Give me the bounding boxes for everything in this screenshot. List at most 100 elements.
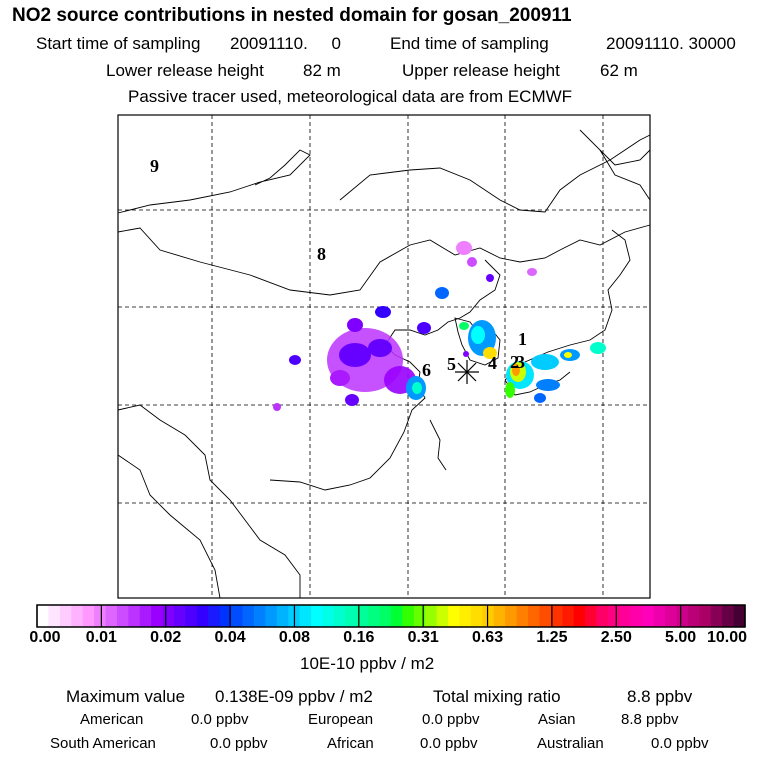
colorbar-swatch xyxy=(402,605,415,627)
colorbar-swatch xyxy=(493,605,506,627)
plume-cell xyxy=(375,306,391,318)
coastline xyxy=(579,129,651,201)
plume-cell xyxy=(564,352,572,358)
colorbar-swatch xyxy=(413,605,426,627)
colorbar-swatch xyxy=(550,605,563,627)
colorbar-swatch xyxy=(482,605,495,627)
region-label-2: 2 xyxy=(510,352,519,372)
colorbar-swatch xyxy=(94,605,107,627)
plume-cell xyxy=(417,322,431,334)
chart-title: NO2 source contributions in nested domai… xyxy=(12,5,572,26)
region-label-8: 8 xyxy=(317,244,326,264)
colorbar-tick-label: 5.00 xyxy=(665,629,697,646)
colorbar-tick-label: 0.31 xyxy=(407,629,439,646)
end-time-label: End time of sampling xyxy=(390,34,549,53)
colorbar-swatch xyxy=(253,605,266,627)
colorbar-tick-label: 10.00 xyxy=(706,629,748,646)
plume-cell xyxy=(435,287,449,299)
colorbar-swatch xyxy=(311,605,324,627)
african-label: African xyxy=(327,735,374,752)
upper-height-label: Upper release height xyxy=(402,61,560,80)
receptor-marker xyxy=(455,360,479,384)
plume-cell xyxy=(273,403,281,411)
border-line xyxy=(117,149,311,214)
region-label-1: 1 xyxy=(518,329,527,349)
start-time-label: Start time of sampling xyxy=(36,34,201,53)
total-mixing-ratio-label: Total mixing ratio xyxy=(433,687,561,706)
colorbar-swatch xyxy=(630,605,643,627)
region-label-5: 5 xyxy=(447,354,456,374)
plume-cell xyxy=(483,347,497,359)
plume-cell xyxy=(456,241,472,255)
colorbar-swatch xyxy=(151,605,164,627)
american-label: American xyxy=(80,711,144,728)
region-label-6: 6 xyxy=(422,360,431,380)
colorbar-swatch xyxy=(722,605,735,627)
colorbar-swatch xyxy=(470,605,483,627)
border-line xyxy=(117,454,221,599)
colorbar-swatch xyxy=(391,605,404,627)
colorbar-swatch xyxy=(128,605,141,627)
european-value: 0.0 ppbv xyxy=(422,711,480,728)
plume-cell xyxy=(339,343,371,367)
plume-cell xyxy=(486,274,494,282)
colorbar-swatch xyxy=(425,605,438,627)
border-line xyxy=(117,224,651,296)
colorbar-swatch xyxy=(71,605,84,627)
american-value: 0.0 ppbv xyxy=(191,711,249,728)
south-american-value: 0.0 ppbv xyxy=(210,735,268,752)
colorbar-swatch xyxy=(139,605,152,627)
colorbar-swatch xyxy=(208,605,221,627)
colorbar-swatch xyxy=(299,605,312,627)
colorbar-swatch xyxy=(242,605,255,627)
colorbar-swatch xyxy=(333,605,346,627)
colorbar-swatch xyxy=(37,605,50,627)
australian-value: 0.0 ppbv xyxy=(651,735,709,752)
lower-height-value: 82 m xyxy=(303,61,341,80)
colorbar-swatch xyxy=(653,605,666,627)
colorbar-swatch xyxy=(676,605,689,627)
upper-height-value: 62 m xyxy=(600,61,638,80)
plume-cell xyxy=(590,342,606,354)
coastline xyxy=(599,149,651,166)
colorbar-swatch xyxy=(596,605,609,627)
plume-cell xyxy=(505,382,515,398)
colorbar-tick-label: 0.04 xyxy=(214,629,246,646)
plume-cell xyxy=(459,322,469,330)
total-mixing-ratio-value: 8.8 ppbv xyxy=(627,687,693,706)
colorbar-tick-label: 0.01 xyxy=(85,629,117,646)
chart-subtitle: Passive tracer used, meteorological data… xyxy=(128,87,573,106)
plume-cell xyxy=(345,394,359,406)
plume-cell xyxy=(289,355,301,365)
colorbar-swatch xyxy=(59,605,72,627)
colorbar-swatch xyxy=(585,605,598,627)
colorbar-swatch xyxy=(322,605,335,627)
colorbar-tick-label: 0.02 xyxy=(150,629,182,646)
concentration-field xyxy=(273,241,606,411)
australian-label: Australian xyxy=(537,735,604,752)
region-labels: 9 8 1 234 56 xyxy=(150,156,527,380)
colorbar-swatch xyxy=(699,605,712,627)
colorbar-swatch xyxy=(539,605,552,627)
colorbar-swatch xyxy=(528,605,541,627)
colorbar-swatch xyxy=(345,605,358,627)
colorbar-swatch xyxy=(516,605,529,627)
colorbar-swatch xyxy=(174,605,187,627)
coastline-japan xyxy=(504,229,631,381)
colorbar-swatch xyxy=(48,605,61,627)
colorbar-swatch xyxy=(505,605,518,627)
maximum-value-label: Maximum value xyxy=(66,687,186,706)
plume-cell xyxy=(527,268,537,276)
plume-cell xyxy=(512,364,520,376)
colorbar-tick-label: 0.63 xyxy=(471,629,504,646)
asian-label: Asian xyxy=(538,711,576,728)
maximum-value: 0.138E-09 ppbv / m2 xyxy=(215,687,373,706)
european-label: European xyxy=(308,711,374,728)
colorbar-swatch xyxy=(436,605,449,627)
plume-cell xyxy=(536,379,560,391)
colorbar-swatch xyxy=(356,605,369,627)
asian-value: 8.8 ppbv xyxy=(621,711,679,728)
plume-cell xyxy=(467,257,477,267)
colorbar-swatch xyxy=(710,605,723,627)
colorbar-swatch xyxy=(459,605,472,627)
